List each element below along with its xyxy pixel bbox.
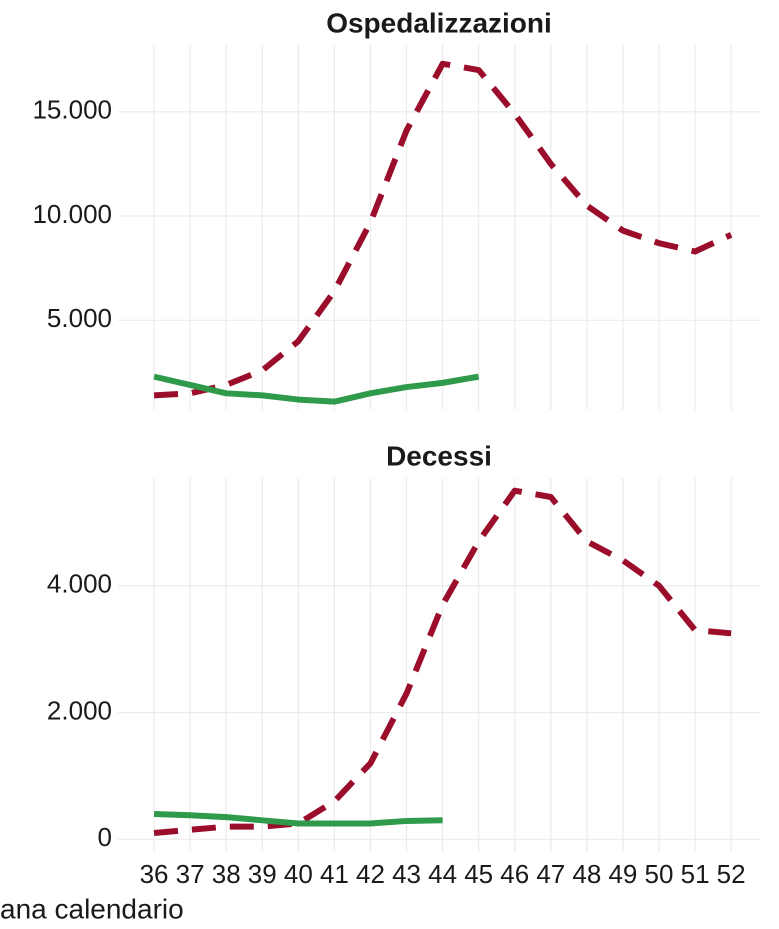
x-tick-label: 50 — [645, 859, 674, 889]
x-tick-label: 52 — [717, 859, 746, 889]
x-tick-label: 48 — [572, 859, 601, 889]
x-tick-label: 43 — [392, 859, 421, 889]
x-tick-label: 49 — [608, 859, 637, 889]
x-tick-label: 40 — [284, 859, 313, 889]
x-tick-label: 38 — [212, 859, 241, 889]
y-tick-label: 4.000 — [47, 569, 112, 599]
data-line — [153, 487, 732, 836]
panel-title: Decessi — [386, 440, 492, 471]
data-line — [153, 60, 733, 399]
x-tick-label: 36 — [140, 859, 169, 889]
x-tick-label: 51 — [681, 859, 710, 889]
data-line — [153, 810, 443, 827]
x-tick-label: 44 — [428, 859, 457, 889]
x-tick-label: 41 — [320, 859, 349, 889]
y-tick-label: 15.000 — [32, 95, 112, 125]
x-axis-label: ana calendario — [0, 893, 184, 924]
x-tick-label: 39 — [248, 859, 277, 889]
y-tick-label: 2.000 — [47, 695, 112, 725]
y-tick-label: 10.000 — [32, 199, 112, 229]
y-tick-label: 0 — [98, 822, 112, 852]
y-tick-label: 5.000 — [47, 303, 112, 333]
panel-title: Ospedalizzazioni — [326, 7, 552, 38]
x-tick-label: 37 — [176, 859, 205, 889]
data-line — [153, 373, 480, 405]
x-tick-label: 45 — [464, 859, 493, 889]
x-tick-label: 46 — [500, 859, 529, 889]
x-tick-label: 42 — [356, 859, 385, 889]
x-tick-label: 47 — [536, 859, 565, 889]
